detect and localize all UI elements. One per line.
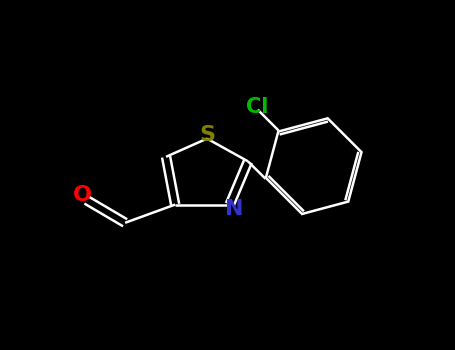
Text: O: O bbox=[72, 184, 91, 204]
Text: S: S bbox=[199, 125, 215, 145]
Text: N: N bbox=[225, 199, 243, 219]
Text: Cl: Cl bbox=[247, 97, 269, 117]
